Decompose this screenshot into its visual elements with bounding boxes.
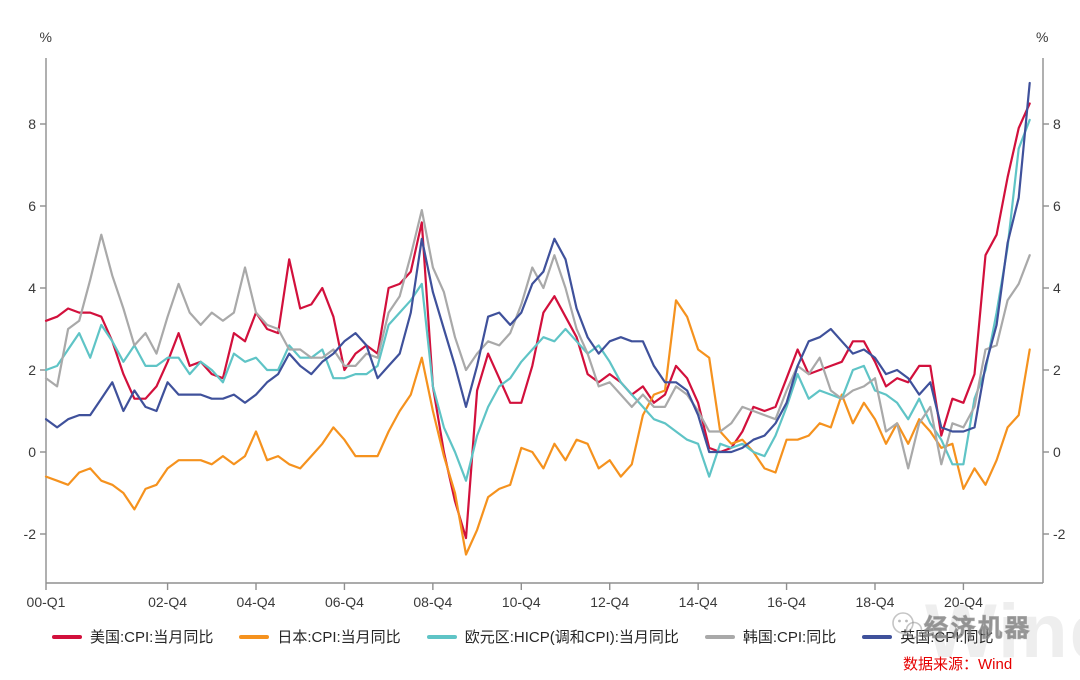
y-tick-label-right: 2 [1053,362,1061,378]
y-right-unit-label: % [1036,29,1048,45]
legend-label: 欧元区:HICP(调和CPI):当月同比 [464,629,679,646]
x-tick-label: 12-Q4 [590,594,629,610]
legend-marker-icon [52,634,82,639]
x-tick-label: 16-Q4 [767,594,806,610]
legend-item-3: 韩国:CPI:同比 [704,626,837,647]
y-tick-label-right: 8 [1053,116,1061,132]
legend-marker-icon [704,634,735,639]
y-tick-label-left: 0 [28,444,36,460]
y-tick-label-right: -2 [1053,526,1066,542]
y-tick-label-right: 4 [1053,280,1061,296]
y-tick-label-left: -2 [24,526,37,542]
x-tick-label: 18-Q4 [856,594,895,610]
axes-layer: 8 8 6 6 4 4 2 2 0 0 -2 -2 00-Q1 02-Q4 04-Q4 06-Q4 08-Q4 1… [24,58,1066,610]
series-line-4 [44,81,1031,454]
x-tick-label: 10-Q4 [502,594,541,610]
y-tick-label-left: 4 [28,280,36,296]
series-line-1 [44,299,1031,556]
data-source-note: 数据来源：Wind [903,656,1013,673]
legend-label: 英国:CPI:同比 [900,629,994,646]
chart-legend: 美国:CPI:当月同比 日本:CPI:当月同比 欧元区:HICP(调和CPI):当月… [52,626,994,647]
legend-item-1: 日本:CPI:当月同比 [239,626,401,647]
x-tick-label: 06-Q4 [325,594,364,610]
y-left-unit-label: % [40,29,52,45]
legend-label: 韩国:CPI:同比 [742,629,837,646]
x-tick-label: 14-Q4 [679,594,718,610]
y-tick-label-right: 6 [1053,198,1061,214]
y-tick-label-right: 0 [1053,444,1061,460]
legend-item-2: 欧元区:HICP(调和CPI):当月同比 [426,626,679,647]
legend-label: 美国:CPI:当月同比 [90,629,214,646]
legend-marker-icon [239,634,270,639]
y-tick-label-left: 2 [28,362,36,378]
legend-label: 日本:CPI:当月同比 [277,629,401,646]
x-tick-label: 04-Q4 [237,594,276,610]
legend-item-4: 英国:CPI:同比 [862,626,994,647]
series-line-2 [44,118,1031,482]
x-tick-label: 02-Q4 [148,594,187,610]
y-tick-label-left: 8 [28,116,36,132]
series-layer [44,81,1031,556]
x-tick-label: 08-Q4 [413,594,452,610]
y-tick-label-left: 6 [28,198,36,214]
legend-marker-icon [426,634,457,639]
legend-marker-icon [862,634,893,639]
series-line-0 [44,102,1031,540]
legend-item-0: 美国:CPI:当月同比 [52,626,213,647]
x-tick-label: 20-Q4 [944,594,983,610]
x-tick-label: 00-Q1 [27,594,66,610]
